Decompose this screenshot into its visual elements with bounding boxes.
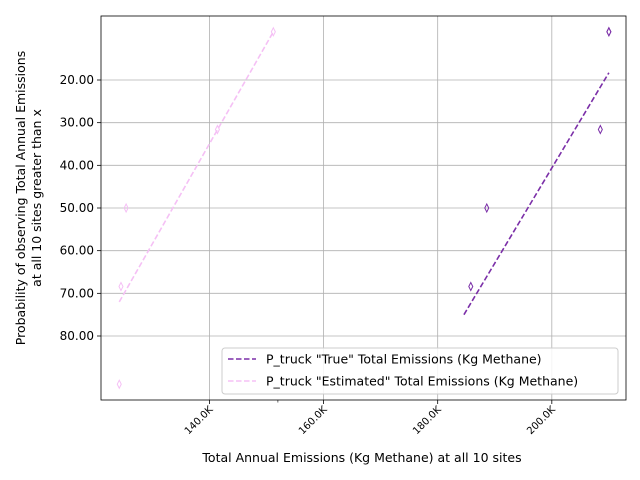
y-tick-label: 50.00 (60, 201, 94, 215)
series-1 (116, 26, 276, 390)
data-point (123, 202, 129, 214)
y-tick-label: 30.00 (60, 116, 94, 130)
data-point (270, 26, 276, 37)
data-point (214, 124, 220, 135)
data-point (118, 281, 124, 292)
series-line (118, 31, 275, 303)
x-tick-label: 140.0K (183, 404, 216, 437)
y-tick-label: 60.00 (60, 244, 94, 258)
legend-label-estimated: P_truck "Estimated" Total Emissions (Kg … (266, 374, 578, 389)
y-tick-label: 80.00 (60, 329, 94, 343)
y-axis-ticks: 20.00 30.00 40.00 50.00 60.00 70.00 80.00 (60, 73, 101, 343)
data-point (484, 202, 490, 214)
series-0 (463, 26, 612, 316)
data-point (606, 26, 612, 37)
legend: P_truck "True" Total Emissions (Kg Metha… (221, 347, 619, 395)
x-tick-label: 200.0K (525, 404, 558, 437)
y-tick-label: 20.00 (60, 73, 94, 87)
x-axis-ticks: 140.0K 160.0K 180.0K 200.0K (183, 400, 558, 437)
series-layer (116, 26, 612, 390)
grid-lines (101, 16, 626, 400)
y-tick-label: 40.00 (60, 158, 94, 172)
data-point (116, 379, 122, 390)
x-tick-label: 180.0K (411, 404, 444, 437)
y-tick-label: 70.00 (60, 286, 94, 300)
data-point (597, 124, 603, 135)
series-line (463, 72, 610, 316)
legend-box (221, 347, 619, 395)
data-point (468, 281, 474, 292)
x-axis-label: Total Annual Emissions (Kg Methane) at a… (201, 450, 521, 465)
y-axis-label-line1: Probability of observing Total Annual Em… (13, 51, 28, 345)
legend-label-true: P_truck "True" Total Emissions (Kg Metha… (266, 352, 542, 367)
x-tick-label: 160.0K (297, 404, 330, 437)
data-point (606, 26, 612, 37)
y-axis-label-line2: at all 10 sites greater than x (29, 109, 44, 287)
